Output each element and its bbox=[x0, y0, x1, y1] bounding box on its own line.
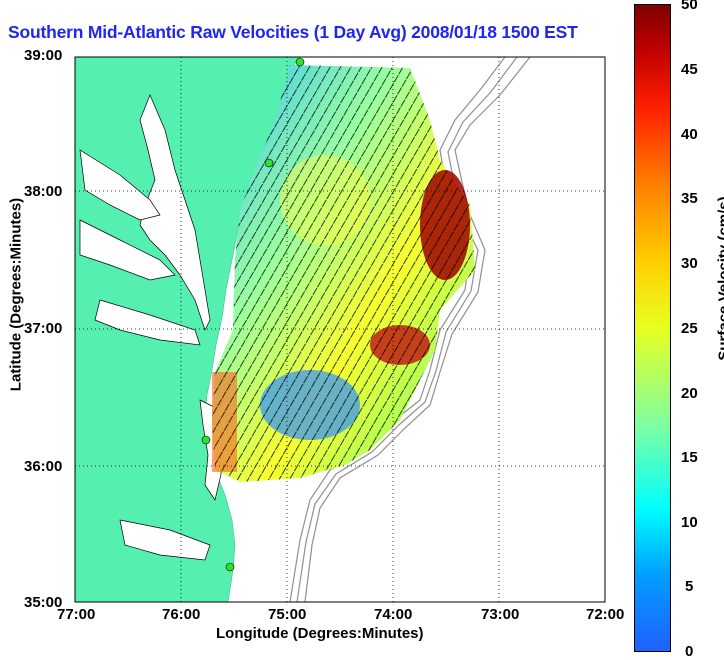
colorbar-label: Surface Velocity (cm/s) bbox=[716, 179, 724, 379]
x-tick-label: 77:00 bbox=[57, 606, 95, 623]
radar-site-marker bbox=[296, 58, 304, 66]
x-tick-label: 75:00 bbox=[268, 606, 306, 623]
colorbar-tick: 25 bbox=[681, 320, 698, 337]
colorbar bbox=[634, 4, 671, 652]
y-tick-label: 39:00 bbox=[24, 47, 62, 64]
x-tick-label: 76:00 bbox=[162, 606, 200, 623]
y-tick-label: 36:00 bbox=[24, 458, 62, 475]
x-tick-label: 74:00 bbox=[374, 606, 412, 623]
radar-site-marker bbox=[226, 563, 234, 571]
y-axis-label: Latitude (Degrees:Minutes) bbox=[8, 187, 25, 403]
x-tick-label: 73:00 bbox=[481, 606, 519, 623]
colorbar-tick: 35 bbox=[681, 190, 698, 207]
radar-site-marker bbox=[265, 159, 273, 167]
colorbar-tick: 10 bbox=[681, 514, 698, 531]
y-tick-label: 37:00 bbox=[24, 320, 62, 337]
colorbar-tick: 5 bbox=[685, 578, 693, 595]
map-plot-area bbox=[75, 57, 605, 602]
y-tick-label: 38:00 bbox=[24, 183, 62, 200]
x-tick-label: 72:00 bbox=[586, 606, 624, 623]
colorbar-tick: 45 bbox=[681, 61, 698, 78]
y-tick-label: 35:00 bbox=[24, 594, 62, 611]
colorbar-tick: 20 bbox=[681, 385, 698, 402]
colorbar-tick: 0 bbox=[685, 643, 693, 660]
colorbar-tick: 50 bbox=[681, 0, 698, 13]
colorbar-tick: 30 bbox=[681, 255, 698, 272]
radar-site-marker bbox=[202, 436, 210, 444]
colorbar-tick: 40 bbox=[681, 126, 698, 143]
colorbar-tick: 15 bbox=[681, 449, 698, 466]
x-axis-label: Longitude (Degrees:Minutes) bbox=[216, 625, 424, 642]
